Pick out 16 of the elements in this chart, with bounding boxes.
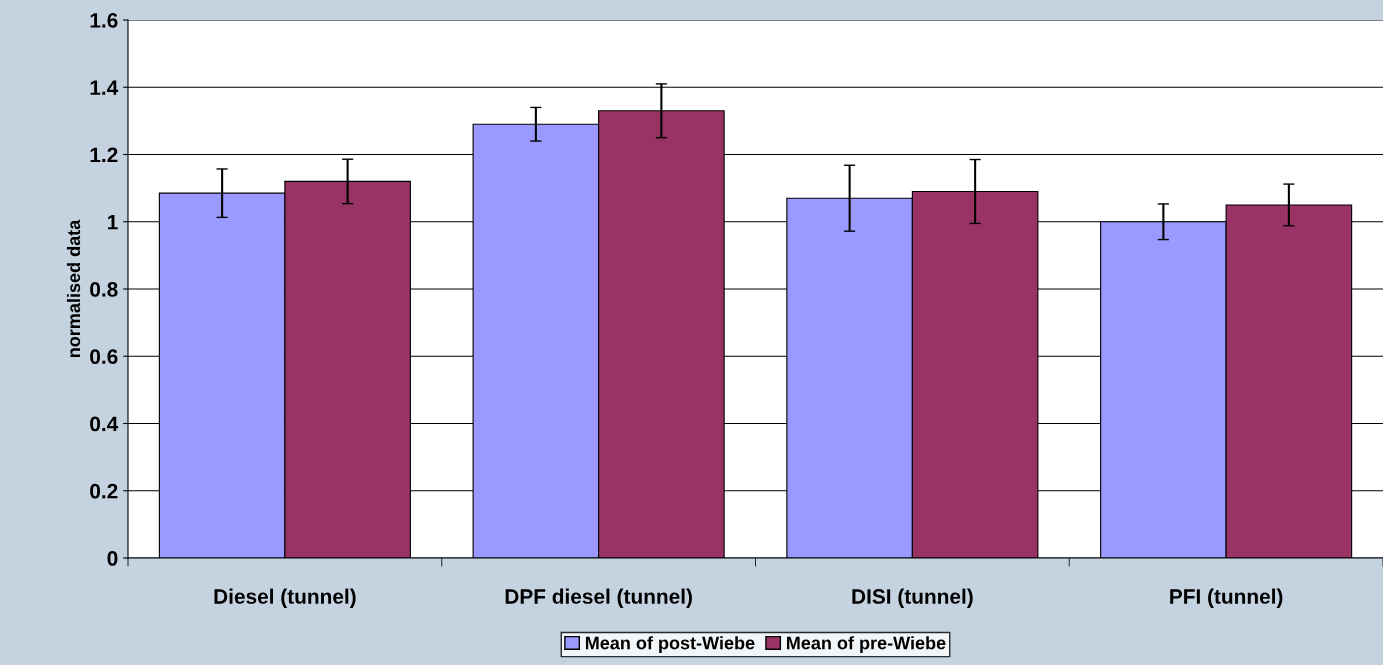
y-tick-label: 1 [108, 214, 118, 230]
y-tick-label: 0.6 [90, 349, 118, 364]
legend-label: Mean of pre-Wiebe [786, 636, 946, 653]
x-tick-label: PFI (tunnel) [1170, 588, 1283, 608]
y-tick-label: 0.8 [90, 282, 118, 297]
x-tick-label: Diesel (tunnel) [214, 588, 356, 608]
y-axis-title: normalised data [66, 219, 81, 358]
x-tick-label: DPF diesel (tunnel) [505, 588, 692, 608]
y-tick-label: 1.2 [90, 147, 118, 163]
y-tick-label: 0.4 [90, 416, 119, 432]
x-tick-label: DISI (tunnel) [852, 588, 973, 608]
legend-label: Mean of post-Wiebe [585, 636, 755, 653]
y-tick-label: 0 [107, 551, 118, 566]
y-tick-label: 0.2 [90, 483, 118, 499]
y-tick-label: 1.6 [90, 13, 118, 28]
y-tick-label: 1.4 [90, 80, 119, 95]
